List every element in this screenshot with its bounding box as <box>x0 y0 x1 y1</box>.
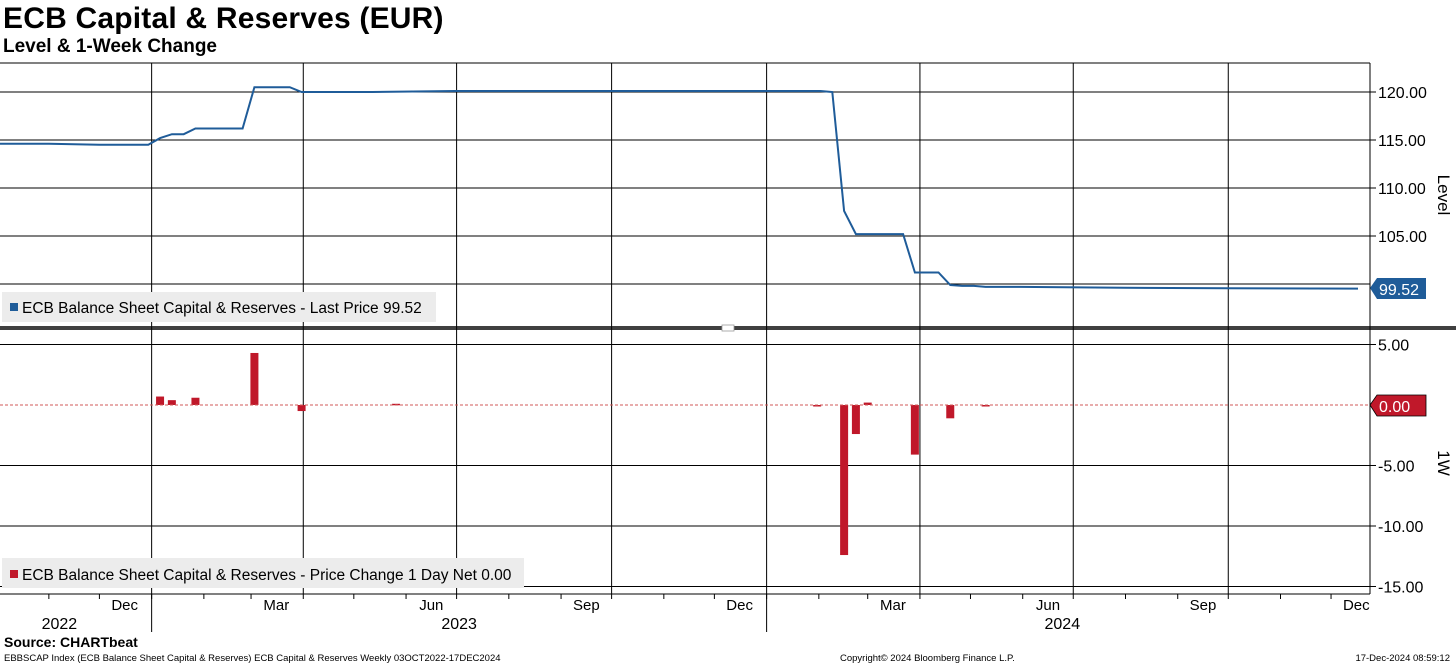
x-month-label: Sep <box>1190 597 1217 614</box>
x-axis: Dec Mar Jun Sep Dec Mar Jun Sep Dec 2022 2023 2024 <box>42 594 1370 633</box>
level-y-tick-label: 110.00 <box>1378 181 1426 198</box>
change-bar <box>863 402 872 405</box>
x-year-label: 2022 <box>42 616 78 633</box>
chart-frame <box>0 62 1456 595</box>
x-month-label: Dec <box>726 597 753 614</box>
vertical-gridlines <box>151 63 1229 594</box>
x-year-label: 2023 <box>441 616 477 633</box>
level-y-tick-label: 120.00 <box>1378 85 1427 102</box>
x-month-label: Jun <box>1036 597 1060 614</box>
change-legend-label: ECB Balance Sheet Capital & Reserves - P… <box>22 567 512 584</box>
change-bar <box>250 352 259 405</box>
level-axis-title: Level <box>1434 175 1453 216</box>
change-bar <box>813 405 822 407</box>
x-month-label: Sep <box>573 597 600 614</box>
x-month-label: Jun <box>419 597 443 614</box>
x-month-label: Mar <box>263 597 289 614</box>
change-bar <box>851 405 860 435</box>
change-last-value-flag: 0.00 <box>1369 394 1427 417</box>
level-last-value: 99.52 <box>1379 282 1419 299</box>
change-bar <box>297 405 306 412</box>
change-bars <box>156 352 990 556</box>
change-bar <box>981 405 990 407</box>
change-last-value: 0.00 <box>1379 399 1410 416</box>
source-label: Source: CHARTbeat <box>4 634 138 650</box>
change-bar <box>946 405 955 419</box>
level-y-tick-label: 115.00 <box>1378 133 1426 150</box>
change-axis-title: 1W <box>1434 450 1453 476</box>
timestamp: 17-Dec-2024 08:59:12 <box>1355 653 1450 664</box>
level-legend-swatch <box>10 303 18 311</box>
change-y-tick-label: 5.00 <box>1378 338 1409 355</box>
change-legend-swatch <box>10 570 18 578</box>
level-last-value-flag: 99.52 <box>1370 278 1426 299</box>
change-y-tick-label: -5.00 <box>1378 459 1415 476</box>
change-y-tick-label: -10.00 <box>1378 519 1423 536</box>
chart-subtitle: Level & 1-Week Change <box>3 36 218 57</box>
change-legend: ECB Balance Sheet Capital & Reserves - P… <box>2 558 524 588</box>
level-legend: ECB Balance Sheet Capital & Reserves - L… <box>2 292 436 322</box>
x-month-label: Dec <box>1343 597 1370 614</box>
level-y-axis-ticks: 120.00 115.00 110.00 105.00 <box>1370 85 1427 246</box>
index-description: EBBSCAP Index (ECB Balance Sheet Capital… <box>4 653 501 664</box>
level-legend-label: ECB Balance Sheet Capital & Reserves - L… <box>22 300 422 317</box>
horizontal-gridlines <box>0 91 1370 587</box>
x-month-label: Mar <box>880 597 906 614</box>
change-y-axis-ticks: 5.00 -5.00 -10.00 -15.00 <box>1370 338 1423 597</box>
change-bar <box>910 405 919 455</box>
level-series-line <box>0 86 1359 290</box>
x-year-label: 2024 <box>1045 616 1081 633</box>
change-bar <box>156 396 165 405</box>
change-bar <box>167 400 176 405</box>
change-bar <box>840 405 849 556</box>
pane-divider-handle[interactable] <box>721 324 735 332</box>
copyright-notice: Copyright© 2024 Bloomberg Finance L.P. <box>840 653 1015 664</box>
level-y-tick-label: 105.00 <box>1378 229 1427 246</box>
chart-title: ECB Capital & Reserves (EUR) <box>3 2 444 35</box>
x-month-label: Dec <box>111 597 138 614</box>
change-bar <box>191 397 200 405</box>
change-y-tick-label: -15.00 <box>1378 580 1423 597</box>
